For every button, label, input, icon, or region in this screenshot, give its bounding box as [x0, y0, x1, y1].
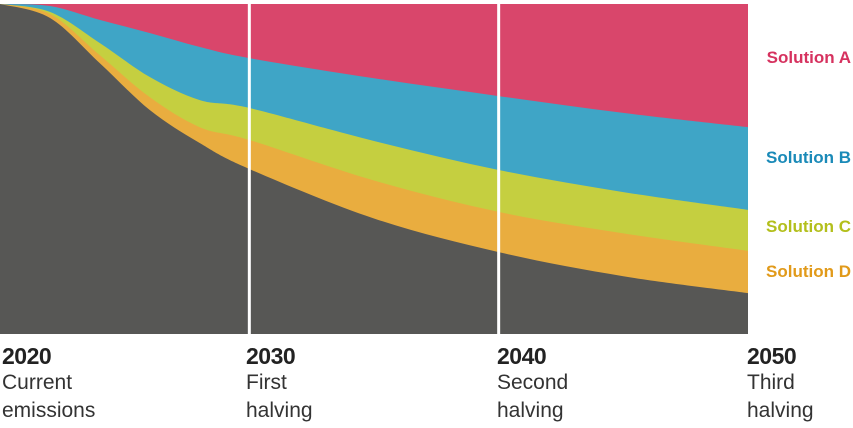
area-remaining-emissions: [0, 4, 748, 334]
x-tick-year: 2050: [747, 343, 797, 369]
x-label-2030: 2030 First halving: [246, 345, 366, 424]
legend-solution-a: Solution A: [766, 48, 851, 67]
x-tick-year: 2030: [246, 343, 296, 369]
x-tick-caption: halving: [497, 399, 564, 422]
x-tick-caption: First: [246, 371, 287, 394]
legend-solution-c: Solution C: [766, 217, 851, 236]
x-label-2050: 2050 Third halving: [747, 345, 853, 424]
x-tick-caption: Second: [497, 371, 569, 394]
x-tick-caption: Current: [2, 371, 73, 394]
x-tick-year: 2020: [2, 343, 52, 369]
x-tick-caption: halving: [246, 399, 313, 422]
x-tick-caption: halving: [747, 399, 814, 422]
x-tick-caption: emissions: [2, 399, 96, 422]
legend-solution-b: Solution B: [766, 148, 851, 167]
x-tick-year: 2040: [497, 343, 547, 369]
legend-solution-d: Solution D: [766, 262, 851, 281]
x-label-2020: 2020 Current emissions: [2, 345, 122, 424]
x-tick-caption: Third: [747, 371, 795, 394]
x-label-2040: 2040 Second halving: [497, 345, 617, 424]
